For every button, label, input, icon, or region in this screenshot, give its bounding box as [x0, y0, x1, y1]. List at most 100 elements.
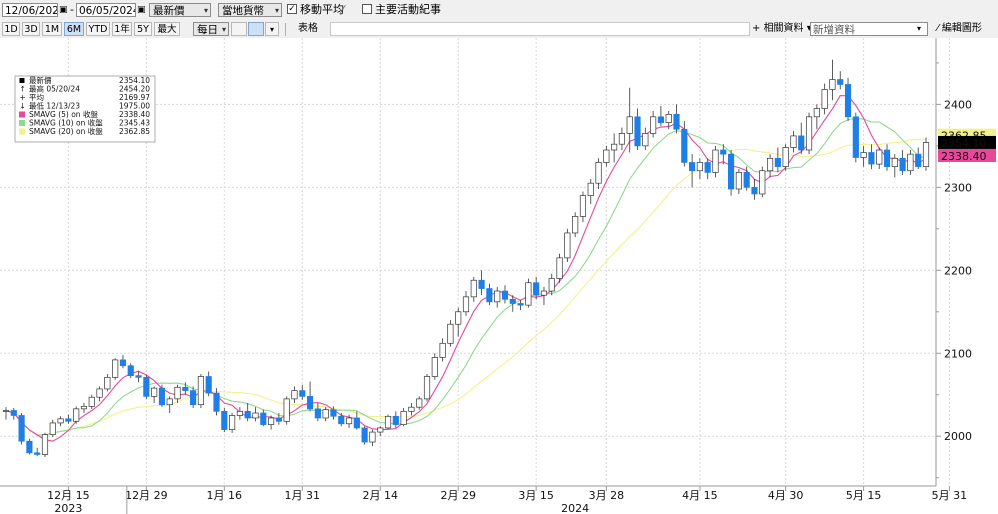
chevron-down-icon: ▾ — [274, 6, 279, 15]
range-button-ytd[interactable]: YTD — [86, 22, 110, 36]
candle-body — [657, 116, 664, 123]
candle — [283, 396, 290, 425]
candle-body — [2, 410, 10, 412]
range-button-3d[interactable]: 3D — [22, 22, 40, 36]
end-calendar-icon[interactable]: ▣ — [137, 5, 146, 15]
candle-body — [322, 409, 329, 419]
candle — [2, 407, 10, 420]
candle-body — [860, 152, 867, 158]
sma5-tag-label: 2338.40 — [941, 150, 987, 163]
candle — [805, 112, 813, 155]
candle-body — [10, 410, 17, 416]
candle-body — [49, 422, 56, 435]
events-label: 主要活動紀事 — [375, 3, 441, 16]
candle — [876, 147, 883, 170]
legend-value: 2169.97 — [119, 93, 150, 102]
candle — [548, 273, 555, 296]
currency-dropdown[interactable]: 當地貨幣 ▾ — [218, 3, 282, 17]
candle — [665, 111, 672, 130]
x-tick-label: 1月 31 — [285, 489, 321, 502]
chart-search-field[interactable] — [330, 22, 750, 36]
candle — [361, 426, 368, 445]
range-button-1d[interactable]: 1D — [2, 22, 20, 36]
candle-body — [455, 311, 462, 325]
candle — [291, 386, 298, 404]
candle-body — [408, 406, 415, 412]
sma5-tag-bg — [938, 148, 996, 162]
chevron-down-icon: ▾ — [221, 25, 226, 34]
candle — [221, 408, 228, 433]
candle — [907, 150, 914, 175]
chart-type-chevron-icon[interactable]: ▾ — [265, 22, 279, 36]
y-tick-label: 2000 — [944, 430, 972, 443]
candle — [704, 158, 711, 180]
candle — [922, 137, 930, 171]
chart-type-button[interactable] — [248, 22, 264, 36]
legend-label: SMAVG (5) on 收盤 — [29, 109, 98, 119]
candle-body — [369, 431, 376, 443]
candle-body — [431, 357, 438, 377]
x-tick-label: 2月 29 — [440, 489, 476, 502]
candle-body — [720, 149, 727, 155]
candle-body — [41, 434, 49, 455]
events-checkbox[interactable] — [362, 4, 372, 14]
candle — [681, 120, 688, 167]
candle — [572, 212, 579, 238]
candle-body — [587, 182, 594, 196]
range-button-6m[interactable]: 6M — [64, 22, 84, 36]
sma10-line — [5, 118, 927, 436]
candle-body — [96, 388, 103, 398]
candle-body — [73, 408, 80, 422]
chart-style-button[interactable] — [231, 22, 247, 36]
x-tick-label: 3月 15 — [518, 489, 554, 502]
candle-body — [423, 376, 431, 400]
price-chart[interactable]: 2000 2100 2200 2300 2400 12月 15 12月 29 1月 16 1月… — [0, 38, 998, 514]
edit-chart-button[interactable]: ⁄ 編輯圖形 — [937, 23, 982, 34]
start-date-input[interactable]: 12/06/2023 — [2, 3, 58, 17]
candle-body — [135, 375, 142, 378]
range-button-5y[interactable]: 5Y — [134, 22, 152, 36]
candle — [377, 426, 384, 437]
new-data-input[interactable]: 新增資料 — [810, 22, 928, 36]
legend-up-arrow-icon: ↑ — [20, 85, 26, 94]
x-tick-label: 5月 15 — [846, 489, 882, 502]
candle — [41, 432, 49, 457]
candle — [595, 158, 602, 189]
start-calendar-icon[interactable]: ▣ — [59, 5, 68, 15]
candle — [338, 412, 345, 427]
candle — [579, 191, 587, 223]
end-date-input[interactable]: 06/05/2024 — [76, 3, 136, 17]
candle — [49, 419, 56, 438]
candle-body — [18, 415, 25, 442]
candle — [790, 130, 797, 153]
candle-body — [759, 170, 766, 195]
range-button-最大[interactable]: 最大 — [154, 22, 180, 36]
table-button[interactable]: 表格 — [298, 23, 318, 34]
candle — [689, 154, 696, 188]
legend-label: 最高 05/20/24 — [29, 84, 80, 94]
candle-body — [868, 152, 875, 165]
range-toolbar: 1D 3D 1M 6M YTD 1年 5Y 最大 每日 ▾ ▾ 表格 + 相關資料 ▾ 新增資料… — [0, 20, 998, 39]
range-button-1m[interactable]: 1M — [42, 22, 62, 36]
x-tick-label: 2月 14 — [362, 489, 398, 502]
candle-body — [665, 113, 672, 123]
sma5-line — [5, 95, 927, 442]
candle — [525, 278, 532, 308]
chevron-down-icon[interactable]: ▾ — [917, 24, 922, 33]
candle — [182, 382, 189, 395]
candle — [766, 154, 774, 178]
moving-avg-checkbox[interactable]: ✓ — [287, 4, 297, 14]
price-type-dropdown[interactable]: 最新價 ▾ — [149, 3, 211, 17]
candle — [119, 354, 127, 369]
pencil-icon[interactable]: ⁄ — [342, 3, 344, 16]
x-tick-label: 3月 28 — [589, 489, 625, 502]
candle-body — [174, 386, 181, 400]
period-dropdown[interactable]: 每日 ▾ — [193, 22, 229, 36]
candle-body — [704, 162, 711, 173]
range-button-1年[interactable]: 1年 — [112, 22, 132, 36]
related-data-button[interactable]: + 相關資料 ▾ — [752, 23, 812, 34]
legend-square-icon — [19, 78, 25, 83]
x-tick-label: 12月 15 — [47, 489, 90, 502]
candle-body — [837, 79, 844, 85]
currency-value: 當地貨幣 — [222, 5, 264, 17]
